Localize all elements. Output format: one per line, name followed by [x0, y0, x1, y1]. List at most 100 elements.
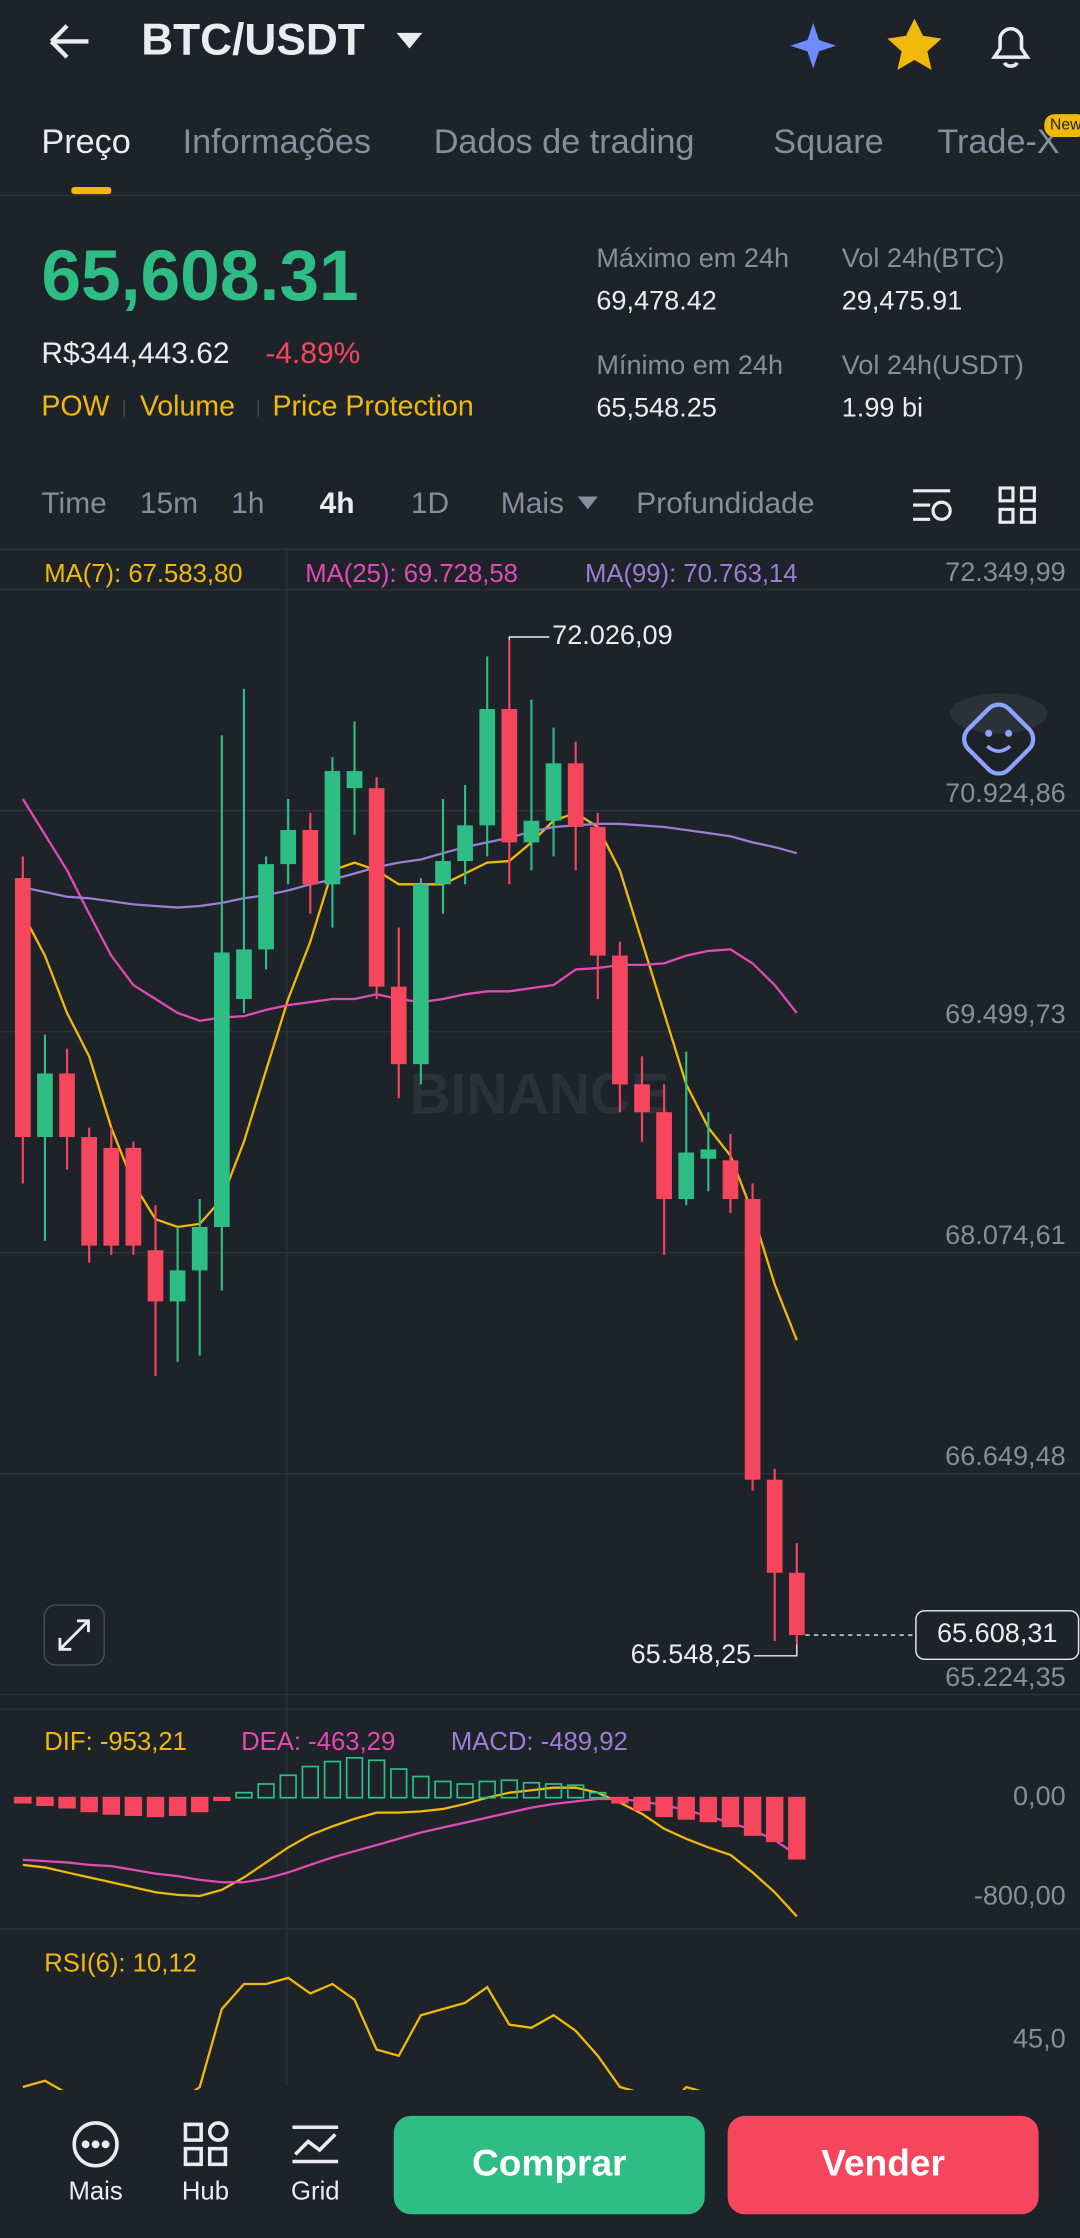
assistant-icon[interactable] [950, 693, 1048, 779]
tab[interactable]: Informações [183, 123, 371, 161]
macd-bar [412, 1775, 430, 1799]
candle-body [744, 1199, 761, 1480]
stat-label: Vol 24h(USDT) [842, 349, 1024, 380]
rsi-panel: 45,0 [22, 1976, 1066, 2091]
macd-bar [500, 1779, 519, 1799]
candle-body [766, 1479, 783, 1573]
candle-body [214, 952, 230, 1227]
macd-bar [345, 1756, 364, 1799]
tag[interactable]: Volume [140, 391, 235, 423]
footer-button[interactable]: Hub [182, 2178, 229, 2206]
ma-line [21, 811, 798, 1341]
candle-body [413, 884, 429, 1065]
y-tick-label: 70.924,86 [945, 777, 1066, 808]
candle-body [501, 709, 518, 843]
tag[interactable]: POW [41, 391, 109, 423]
macd-bar [788, 1796, 806, 1860]
candle-body [700, 1149, 717, 1159]
tab[interactable]: Preço [41, 123, 130, 161]
candle-body [722, 1160, 739, 1200]
macd-bar [36, 1796, 54, 1807]
last-price: 65,608.31 [41, 236, 358, 316]
y-tick-label: 68.074,61 [945, 1219, 1066, 1250]
macd-bar [589, 1791, 607, 1799]
macd-bar [301, 1765, 320, 1799]
new-badge [1044, 114, 1080, 138]
interval[interactable]: 1h [231, 487, 264, 520]
sell-label[interactable]: Vender [821, 2142, 945, 2184]
macd-bar [279, 1774, 297, 1799]
legend-entry: RSI(6): 10,12 [44, 1949, 197, 1977]
fullscreen-button[interactable] [43, 1604, 105, 1666]
hub-icon[interactable] [183, 2121, 229, 2167]
macd-bar [58, 1796, 76, 1809]
macd-bar [699, 1796, 718, 1823]
stat-value: 65,548.25 [596, 392, 717, 423]
y-tick-label: 65.224,35 [945, 1661, 1066, 1692]
macd-bar [522, 1781, 541, 1799]
macd-bar [14, 1796, 32, 1804]
legend-entry: DEA: -463,29 [241, 1728, 395, 1756]
layout-button[interactable] [998, 486, 1036, 524]
tab[interactable]: Trade-X [937, 123, 1060, 161]
tag[interactable]: Price Protection [272, 391, 473, 423]
annotation-line [508, 636, 550, 640]
stat-label: Vol 24h(BTC) [842, 242, 1005, 273]
macd-bar [743, 1796, 762, 1836]
back-button[interactable] [49, 24, 89, 59]
interval[interactable]: Time [41, 487, 106, 520]
macd-bar [124, 1796, 143, 1816]
candle-body [479, 709, 496, 826]
watermark: BINANCE [409, 1063, 669, 1127]
y-tick-label: 45,0 [1013, 2022, 1066, 2053]
macd-bar [544, 1783, 563, 1799]
notification-bell[interactable] [991, 27, 1031, 68]
dropdown-arrow [577, 496, 598, 510]
annotation-line [754, 1644, 798, 1657]
candle-body [37, 1073, 53, 1138]
indicator-settings[interactable] [913, 489, 952, 521]
candle-body [103, 1147, 120, 1246]
tab[interactable]: Square [773, 123, 883, 161]
interval-active[interactable]: 4h [320, 487, 355, 520]
legend-entry: MA(99): 70.763,14 [585, 560, 798, 588]
candle-body [81, 1137, 98, 1246]
macd-bar [235, 1791, 253, 1799]
macd-bar [168, 1796, 187, 1816]
macd-bar [677, 1796, 695, 1820]
high-annotation: 72.026,09 [552, 619, 673, 650]
buy-label[interactable]: Comprar [472, 2142, 627, 2184]
legend-entry: MACD: -489,92 [451, 1728, 628, 1756]
footer-button[interactable]: Grid [291, 2178, 339, 2206]
candle-body [368, 788, 385, 987]
candle-body [169, 1270, 186, 1302]
interval[interactable]: Profundidade [636, 487, 814, 520]
sell-button[interactable] [727, 2115, 1039, 2215]
buy-button[interactable] [393, 2115, 705, 2215]
candle-body [258, 864, 274, 950]
macd-bar [456, 1783, 474, 1799]
footer-button[interactable]: Mais [68, 2178, 122, 2206]
pair-title[interactable]: BTC/USDT [141, 16, 365, 65]
macd-bar [611, 1796, 629, 1804]
candle-body [147, 1250, 164, 1302]
price-change: -4.89% [265, 337, 360, 370]
interval[interactable]: 15m [140, 487, 198, 520]
favorite-star[interactable] [887, 18, 942, 70]
legend-entry: MA(25): 69.728,58 [305, 560, 518, 588]
candle-body [324, 771, 341, 885]
interval[interactable]: 1D [411, 487, 449, 520]
fiat-price: R$344,443.62 [41, 337, 229, 370]
interval[interactable]: Mais [501, 487, 564, 520]
ai-icon[interactable] [790, 22, 837, 69]
low-annotation: 65.548,25 [631, 1638, 752, 1669]
tab[interactable]: Dados de trading [434, 123, 695, 161]
stat-label: Máximo em 24h [596, 242, 789, 273]
pair-dropdown[interactable] [396, 32, 423, 49]
grid-icon[interactable] [292, 2125, 339, 2164]
more-icon[interactable] [72, 2121, 119, 2168]
legend-entry: DIF: -953,21 [44, 1728, 187, 1756]
